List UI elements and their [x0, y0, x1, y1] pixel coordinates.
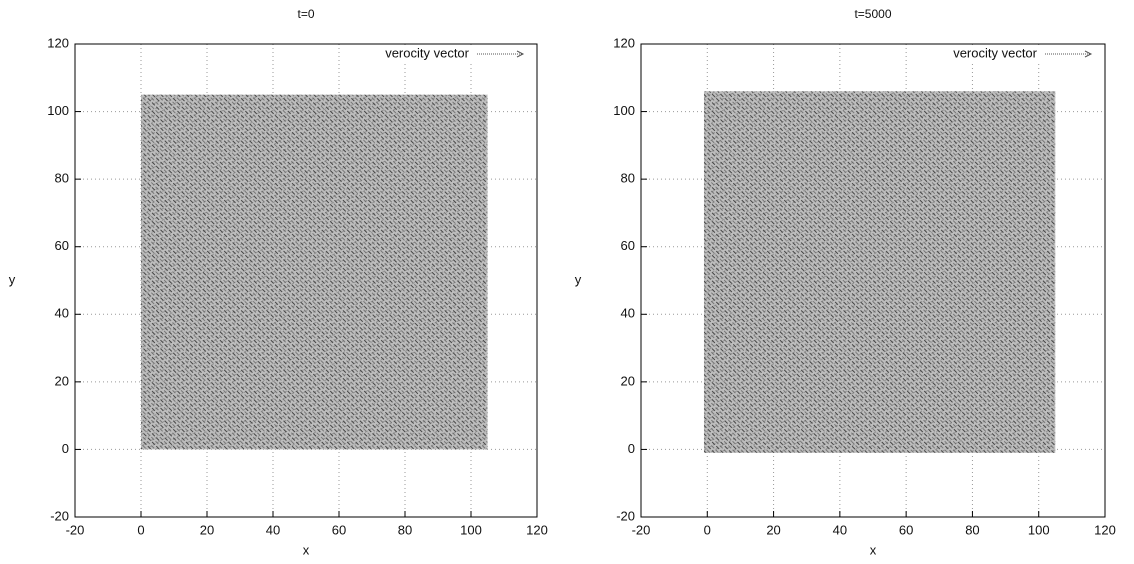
y-tick-label: 60: [621, 238, 635, 253]
legend-arrowhead: [516, 50, 525, 58]
x-tick-label: 0: [137, 522, 144, 537]
y-axis-label: y: [9, 272, 16, 287]
x-tick-label: 60: [899, 522, 913, 537]
chart-title: t=5000: [854, 7, 891, 21]
y-tick-label: 100: [47, 103, 69, 118]
x-tick-label: 120: [1094, 522, 1116, 537]
x-tick-label: 40: [833, 522, 847, 537]
y-tick-label: 120: [613, 35, 635, 50]
x-tick-label: 60: [332, 522, 346, 537]
y-tick-label: 40: [55, 306, 69, 321]
x-tick-label: 120: [526, 522, 548, 537]
chart-title: t=0: [297, 7, 314, 21]
x-tick-label: 20: [766, 522, 780, 537]
y-tick-label: 100: [613, 103, 635, 118]
plot-frame: [74, 43, 538, 518]
x-tick-label: 100: [460, 522, 482, 537]
x-tick-label: 40: [266, 522, 280, 537]
legend-background: [925, 46, 1095, 64]
vector-field-overlay: [703, 91, 1056, 453]
x-tick-label: -20: [632, 522, 651, 537]
y-tick-label: 60: [55, 238, 69, 253]
y-tick-label: 80: [621, 171, 635, 186]
legend-label: verocity vector: [953, 45, 1037, 60]
x-tick-label: -20: [66, 522, 85, 537]
vector-field-overlay: [141, 94, 488, 450]
plot-frame: [640, 43, 1106, 518]
x-axis-label: x: [303, 542, 310, 557]
y-tick-label: 20: [55, 373, 69, 388]
y-tick-label: 0: [628, 441, 635, 456]
x-tick-label: 100: [1028, 522, 1050, 537]
legend-background: [357, 46, 527, 64]
legend-label: verocity vector: [385, 45, 469, 60]
legend-arrowhead: [1084, 50, 1093, 58]
y-axis-label: y: [575, 272, 582, 287]
x-tick-label: 80: [965, 522, 979, 537]
y-tick-label: -20: [616, 508, 635, 523]
y-tick-label: -20: [50, 508, 69, 523]
y-tick-label: 0: [62, 441, 69, 456]
y-tick-label: 80: [55, 171, 69, 186]
x-tick-label: 20: [200, 522, 214, 537]
y-tick-label: 40: [621, 306, 635, 321]
y-tick-label: 20: [621, 373, 635, 388]
x-axis-label: x: [870, 542, 877, 557]
y-tick-label: 120: [47, 35, 69, 50]
x-tick-label: 0: [704, 522, 711, 537]
x-tick-label: 80: [398, 522, 412, 537]
